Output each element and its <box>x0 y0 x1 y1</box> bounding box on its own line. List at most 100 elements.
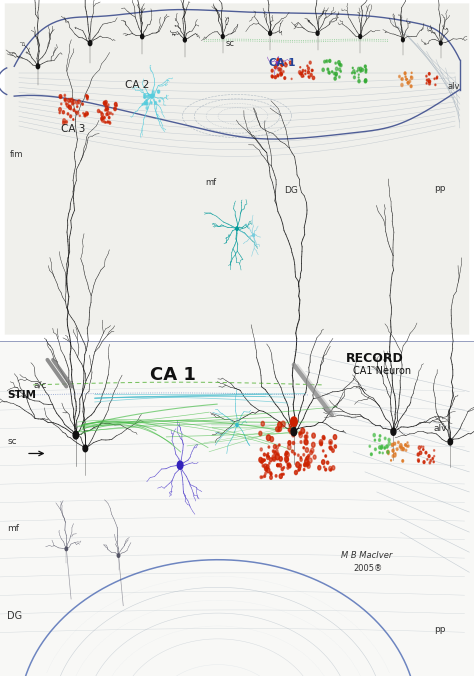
Circle shape <box>153 95 154 97</box>
Circle shape <box>262 476 263 478</box>
Circle shape <box>145 102 146 104</box>
Circle shape <box>332 449 334 452</box>
Circle shape <box>283 70 284 73</box>
Circle shape <box>73 119 74 120</box>
Circle shape <box>68 105 71 110</box>
Circle shape <box>399 75 400 78</box>
Circle shape <box>62 111 64 114</box>
Circle shape <box>330 468 331 471</box>
Circle shape <box>147 95 149 99</box>
Circle shape <box>270 437 273 441</box>
Circle shape <box>117 554 120 557</box>
Circle shape <box>87 113 88 115</box>
Circle shape <box>310 448 314 453</box>
Circle shape <box>104 116 105 119</box>
Circle shape <box>358 80 360 82</box>
Circle shape <box>309 76 310 78</box>
Text: CA 3: CA 3 <box>61 124 86 135</box>
Circle shape <box>326 60 328 63</box>
Circle shape <box>325 468 327 471</box>
Circle shape <box>275 454 280 460</box>
Circle shape <box>101 112 102 114</box>
Circle shape <box>83 445 88 452</box>
Circle shape <box>340 71 341 72</box>
Circle shape <box>405 450 407 452</box>
Circle shape <box>292 450 293 453</box>
Circle shape <box>405 443 406 446</box>
Circle shape <box>318 466 321 470</box>
Circle shape <box>417 453 419 456</box>
Circle shape <box>319 441 322 445</box>
Circle shape <box>273 457 276 461</box>
Circle shape <box>236 227 238 231</box>
Circle shape <box>264 453 265 456</box>
Circle shape <box>264 473 266 475</box>
Circle shape <box>312 433 315 438</box>
Circle shape <box>387 450 389 454</box>
Circle shape <box>423 446 424 448</box>
Circle shape <box>302 70 304 72</box>
Circle shape <box>333 72 335 75</box>
Circle shape <box>329 439 332 445</box>
Circle shape <box>288 445 291 450</box>
Circle shape <box>322 435 325 439</box>
Circle shape <box>266 456 269 460</box>
Circle shape <box>434 450 435 451</box>
Circle shape <box>284 456 288 462</box>
Circle shape <box>400 446 402 449</box>
Circle shape <box>384 447 385 449</box>
Circle shape <box>428 72 430 75</box>
Circle shape <box>439 41 442 45</box>
Circle shape <box>407 82 408 83</box>
Circle shape <box>301 428 305 433</box>
Circle shape <box>304 435 307 439</box>
Circle shape <box>353 70 355 73</box>
Circle shape <box>272 455 276 460</box>
Circle shape <box>104 110 106 111</box>
Circle shape <box>275 427 279 432</box>
Circle shape <box>434 78 435 80</box>
Circle shape <box>64 99 66 102</box>
Circle shape <box>322 450 324 452</box>
Text: 2005®: 2005® <box>353 564 383 573</box>
Circle shape <box>426 82 427 84</box>
Circle shape <box>281 468 283 470</box>
Circle shape <box>276 62 278 64</box>
Circle shape <box>392 455 394 458</box>
Circle shape <box>428 455 430 458</box>
Circle shape <box>334 445 337 448</box>
Circle shape <box>309 458 312 463</box>
Circle shape <box>419 451 422 454</box>
Circle shape <box>304 439 308 445</box>
Circle shape <box>153 94 155 96</box>
Circle shape <box>401 83 403 87</box>
Circle shape <box>148 94 149 96</box>
Circle shape <box>275 450 278 454</box>
Circle shape <box>423 449 424 450</box>
Circle shape <box>292 441 294 445</box>
Circle shape <box>334 77 336 80</box>
Circle shape <box>426 75 427 77</box>
Circle shape <box>75 111 76 113</box>
Circle shape <box>72 103 73 105</box>
Circle shape <box>277 74 279 76</box>
Text: STIM: STIM <box>7 390 36 400</box>
Circle shape <box>286 461 287 463</box>
Circle shape <box>114 107 116 111</box>
Circle shape <box>406 78 407 80</box>
Circle shape <box>331 71 333 72</box>
Circle shape <box>283 473 284 475</box>
Circle shape <box>265 468 268 471</box>
Circle shape <box>279 474 283 479</box>
Circle shape <box>274 66 276 69</box>
Circle shape <box>406 445 408 447</box>
Circle shape <box>361 68 364 72</box>
Circle shape <box>298 470 299 471</box>
Circle shape <box>274 452 277 455</box>
Circle shape <box>270 475 273 479</box>
Circle shape <box>336 74 337 76</box>
Circle shape <box>365 65 366 68</box>
Circle shape <box>312 70 313 71</box>
Circle shape <box>301 72 302 74</box>
Circle shape <box>360 70 362 72</box>
